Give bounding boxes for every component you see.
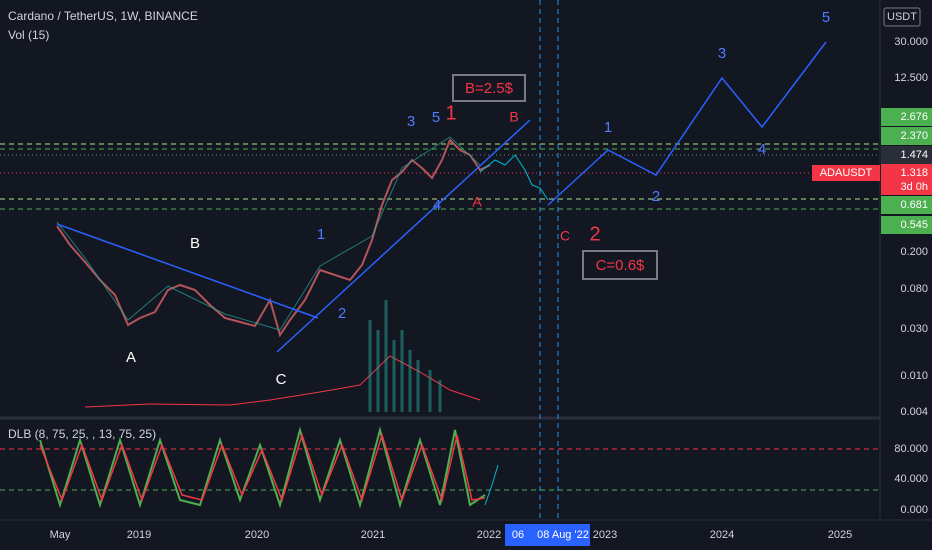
time-highlight (505, 524, 590, 546)
time-label: 2025 (828, 529, 852, 541)
projection (484, 464, 499, 506)
wave-label: 1 (445, 102, 456, 124)
wave-label: B (509, 109, 518, 125)
ticker-badge (812, 165, 880, 181)
price-label: 12.500 (894, 72, 928, 84)
price-label: 2.676 (900, 111, 928, 123)
wave-label: 5 (822, 9, 830, 26)
symbol-title: Cardano / TetherUS, 1W, BINANCE (8, 9, 198, 23)
stoch-d (39, 432, 486, 503)
projection (479, 154, 549, 201)
price-label: 0.200 (900, 246, 928, 258)
time-label: 2023 (593, 529, 617, 541)
wave-label: 3 (718, 45, 726, 62)
price-label: 0.030 (900, 323, 928, 335)
price-label: 1.474 (900, 149, 928, 161)
trendline (276, 119, 531, 353)
volume-ma (84, 355, 481, 408)
price-axis: 30.000 12.500 2.676 2.370 1.474 1.318 0.681 0.5… (812, 36, 932, 418)
wave-label: 1 (317, 226, 325, 243)
indicator-axis-label: 0.000 (900, 504, 928, 516)
currency-box[interactable] (883, 7, 921, 27)
indicator-label: DLB (8, 75, 25, , 13, 75, 25) (8, 427, 156, 441)
price-badge (881, 146, 932, 164)
price-badge (881, 196, 932, 214)
wave-label: 1 (604, 119, 612, 136)
volume-label: Vol (15) (8, 28, 49, 42)
time-label: 2019 (127, 529, 151, 541)
time-label: May (50, 529, 71, 541)
projection (547, 41, 827, 206)
currency[interactable]: USDT (887, 11, 917, 23)
price-badge (881, 216, 932, 234)
time-label: 2021 (361, 529, 385, 541)
price-label: 2.370 (900, 130, 928, 142)
wave-label: 4 (433, 197, 441, 214)
price-label: 0.080 (900, 283, 928, 295)
time-highlight-label: 06 (512, 529, 524, 541)
levels (0, 0, 880, 520)
trendline (56, 223, 319, 319)
wave-label: A (472, 194, 482, 210)
time-label: 2022 (477, 529, 501, 541)
ticker: ADAUSDT (820, 167, 873, 179)
price-label: 1.318 (900, 167, 928, 179)
price-badge (881, 164, 932, 182)
countdown: 3d 0h (900, 181, 928, 193)
note-box (452, 74, 526, 102)
indicator-axis-label: 80.000 (894, 443, 928, 455)
wave-label: 2 (652, 188, 660, 205)
time-highlight-label: 08 Aug '22 (537, 529, 589, 541)
note: C=0.6$ (596, 257, 645, 274)
volume-bars (368, 300, 442, 412)
countdown-badge (881, 180, 932, 195)
note-box (582, 250, 658, 280)
price-label: 0.545 (900, 219, 928, 231)
time-label: 2020 (245, 529, 269, 541)
wave-label: C (560, 228, 570, 244)
wave-label: 2 (338, 305, 346, 322)
price-badge (881, 127, 932, 145)
wave-label: B (190, 235, 200, 252)
wave-label: 5 (432, 109, 440, 126)
wave-label: 3 (407, 113, 415, 130)
wave-label: 4 (758, 141, 766, 158)
price-label: 0.010 (900, 370, 928, 382)
price-label: 0.681 (900, 199, 928, 211)
wave-label: A (126, 349, 136, 366)
price-badge (881, 108, 932, 126)
indicator-axis-label: 40.000 (894, 473, 928, 485)
time-label: 2024 (710, 529, 734, 541)
wave-label: C (276, 371, 287, 388)
note: B=2.5$ (465, 80, 514, 97)
price-line (56, 136, 481, 331)
price-label: 0.004 (900, 406, 928, 418)
wave-label: 2 (589, 223, 600, 245)
price-label: 30.000 (894, 36, 928, 48)
